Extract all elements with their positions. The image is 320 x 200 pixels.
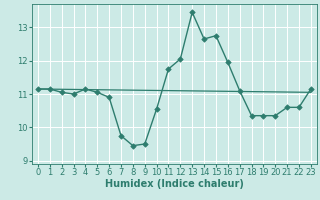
X-axis label: Humidex (Indice chaleur): Humidex (Indice chaleur) bbox=[105, 179, 244, 189]
